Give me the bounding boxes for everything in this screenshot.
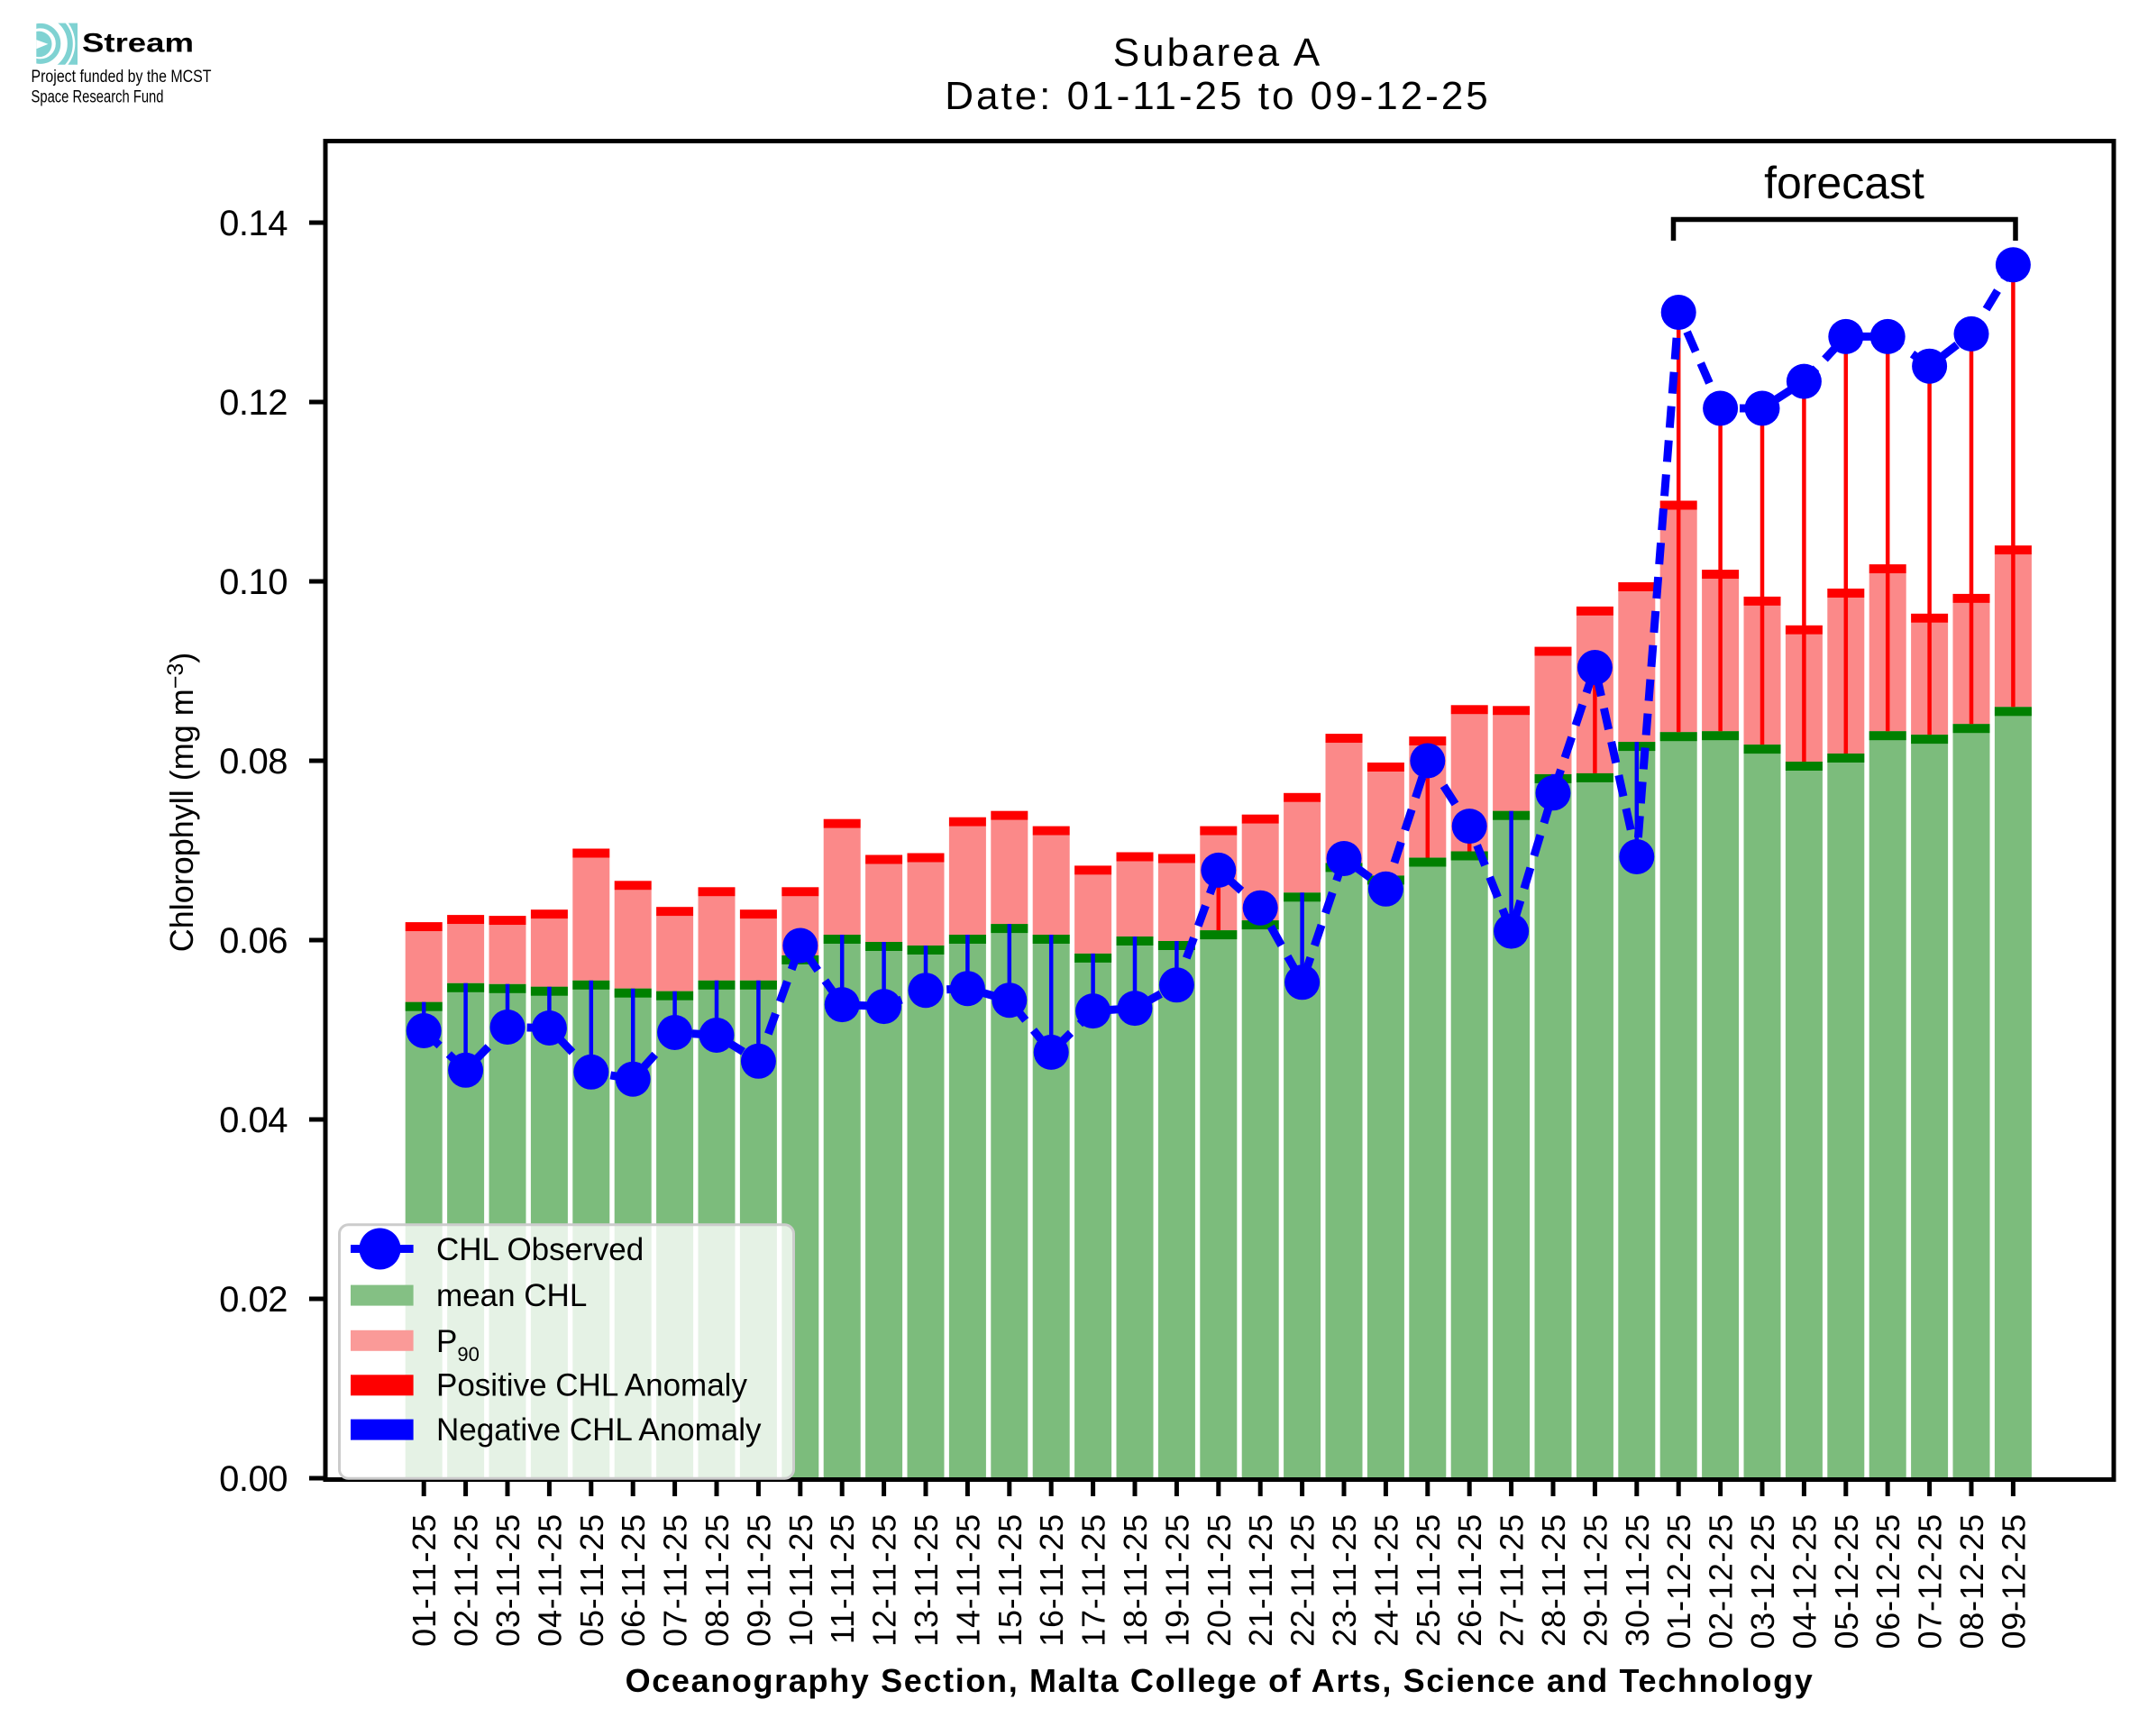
svg-text:29-11-25: 29-11-25: [1577, 1513, 1613, 1647]
svg-text:08-11-25: 08-11-25: [699, 1513, 736, 1647]
svg-text:28-11-25: 28-11-25: [1535, 1513, 1572, 1647]
svg-text:23-11-25: 23-11-25: [1326, 1513, 1363, 1647]
svg-text:0.04: 0.04: [219, 1101, 288, 1140]
svg-text:0.02: 0.02: [219, 1280, 288, 1320]
svg-text:08-12-25: 08-12-25: [1953, 1513, 1990, 1649]
svg-text:06-12-25: 06-12-25: [1869, 1513, 1906, 1649]
svg-text:03-12-25: 03-12-25: [1744, 1513, 1781, 1649]
svg-text:25-11-25: 25-11-25: [1410, 1513, 1447, 1647]
svg-text:01-11-25: 01-11-25: [406, 1513, 443, 1647]
svg-text:24-11-25: 24-11-25: [1367, 1513, 1404, 1647]
svg-text:Stream: Stream: [82, 29, 194, 59]
svg-text:13-11-25: 13-11-25: [908, 1513, 945, 1647]
svg-text:07-12-25: 07-12-25: [1912, 1513, 1949, 1649]
svg-text:Chlorophyll (mg m−3): Chlorophyll (mg m−3): [163, 653, 200, 953]
svg-text:12-11-25: 12-11-25: [866, 1513, 903, 1647]
svg-text:Date: 01-11-25 to 09-12-25: Date: 01-11-25 to 09-12-25: [945, 74, 1491, 118]
svg-text:Positive CHL Anomaly: Positive CHL Anomaly: [436, 1368, 747, 1403]
svg-text:Subarea A: Subarea A: [1113, 31, 1323, 75]
svg-text:Space Research Fund: Space Research Fund: [32, 88, 164, 107]
svg-text:forecast: forecast: [1764, 158, 1924, 208]
svg-text:03-11-25: 03-11-25: [489, 1513, 526, 1647]
svg-text:22-11-25: 22-11-25: [1284, 1513, 1321, 1647]
svg-text:20-11-25: 20-11-25: [1201, 1513, 1238, 1647]
svg-text:04-11-25: 04-11-25: [531, 1513, 568, 1647]
svg-text:18-11-25: 18-11-25: [1117, 1513, 1154, 1647]
svg-text:0.08: 0.08: [219, 742, 288, 781]
svg-text:21-11-25: 21-11-25: [1242, 1513, 1279, 1647]
svg-text:17-11-25: 17-11-25: [1075, 1513, 1112, 1647]
svg-text:15-11-25: 15-11-25: [992, 1513, 1028, 1647]
svg-text:06-11-25: 06-11-25: [615, 1513, 652, 1647]
svg-text:0.14: 0.14: [219, 204, 288, 243]
svg-text:05-12-25: 05-12-25: [1828, 1513, 1865, 1649]
svg-text:09-12-25: 09-12-25: [1995, 1513, 2032, 1649]
svg-text:01-12-25: 01-12-25: [1660, 1513, 1697, 1649]
svg-text:02-12-25: 02-12-25: [1703, 1513, 1740, 1649]
svg-text:30-11-25: 30-11-25: [1619, 1513, 1656, 1647]
svg-text:14-11-25: 14-11-25: [949, 1513, 986, 1647]
svg-text:19-11-25: 19-11-25: [1158, 1513, 1195, 1647]
svg-text:02-11-25: 02-11-25: [448, 1513, 485, 1647]
svg-text:04-12-25: 04-12-25: [1786, 1513, 1823, 1649]
svg-text:0.10: 0.10: [219, 562, 288, 602]
svg-text:27-11-25: 27-11-25: [1494, 1513, 1531, 1647]
svg-text:0.06: 0.06: [219, 921, 288, 961]
svg-text:Negative CHL Anomaly: Negative CHL Anomaly: [436, 1412, 762, 1448]
svg-text:mean CHL: mean CHL: [436, 1278, 587, 1313]
svg-text:07-11-25: 07-11-25: [657, 1513, 694, 1647]
svg-text:Oceanography Section, Malta Co: Oceanography Section, Malta College of A…: [626, 1662, 1814, 1699]
svg-text:05-11-25: 05-11-25: [573, 1513, 610, 1647]
svg-text:CHL Observed: CHL Observed: [436, 1232, 644, 1267]
svg-text:0.12: 0.12: [219, 383, 288, 423]
svg-text:11-11-25: 11-11-25: [824, 1513, 861, 1644]
svg-text:0.00: 0.00: [219, 1459, 288, 1499]
svg-text:Project funded by the MCST: Project funded by the MCST: [32, 68, 212, 87]
svg-text:16-11-25: 16-11-25: [1033, 1513, 1070, 1647]
svg-text:26-11-25: 26-11-25: [1451, 1513, 1488, 1647]
svg-text:10-11-25: 10-11-25: [782, 1513, 819, 1647]
svg-text:09-11-25: 09-11-25: [740, 1513, 777, 1647]
